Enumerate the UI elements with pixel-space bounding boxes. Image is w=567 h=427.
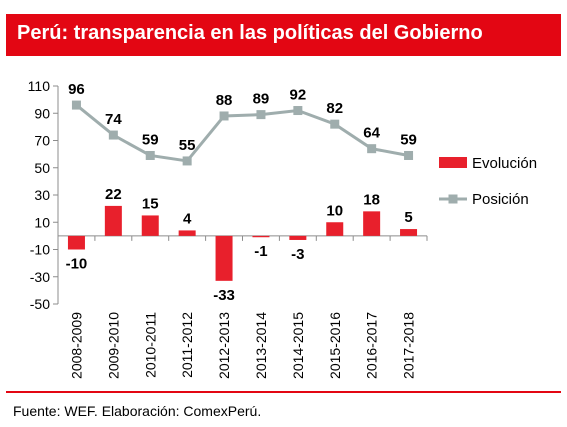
bar-2008-2009 [67,235,85,250]
x-tick-label: 2013-2014 [253,312,269,379]
chart-title: Perú: transparencia en las políticas del… [17,22,483,44]
bar-label: 22 [105,186,122,203]
y-tick-label: -30 [30,269,50,285]
point-label: 55 [179,137,196,154]
x-tick-label: 2009-2010 [105,312,121,379]
point-label: 89 [253,91,270,108]
bar-2012-2013 [215,235,233,281]
x-tick-label: 2010-2011 [142,312,158,378]
chart-frame [6,8,561,392]
source-note: Fuente: WEF. Elaboración: ComexPerú. [13,403,262,419]
bar-2016-2017 [363,211,381,236]
point-2015-2016 [330,119,340,129]
x-tick-label: 2016-2017 [364,312,380,379]
point-2011-2012 [182,156,192,166]
bar-label: -3 [291,246,304,263]
point-label: 64 [363,125,380,142]
bar-label: -10 [66,256,88,273]
point-label: 88 [216,92,233,109]
point-2016-2017 [367,144,377,154]
point-label: 96 [68,81,85,98]
legend-posicion-marker [448,194,458,204]
point-2014-2015 [293,106,303,116]
bar-label: -33 [213,287,235,304]
y-tick-label: 70 [34,133,50,149]
bar-2014-2015 [289,235,307,240]
legend-evolucion-label: Evolución [472,155,537,172]
posicion-line [75,103,409,163]
point-2017-2018 [404,150,414,160]
bar-2009-2010 [104,205,122,236]
bar-label: 15 [142,195,159,212]
point-label: 74 [105,111,122,128]
x-tick-label: 2014-2015 [290,312,306,379]
point-label: 92 [290,87,307,104]
x-tick-label: 2008-2009 [68,312,84,379]
x-tick-label: 2017-2018 [401,312,417,379]
y-tick-label: 30 [34,187,50,203]
y-tick-label: 10 [34,214,50,230]
x-tick-label: 2012-2013 [216,312,232,379]
point-2013-2014 [256,110,266,120]
bar-2013-2014 [252,235,270,238]
point-label: 59 [142,131,159,148]
bar-label: 10 [326,202,343,219]
legend-evolucion-swatch [439,157,467,168]
x-tick-label: 2015-2016 [327,312,343,379]
point-2010-2011 [145,150,155,160]
y-tick-label: 50 [34,160,50,176]
bar-2010-2011 [141,215,159,236]
point-label: 82 [326,100,343,117]
title-banner: Perú: transparencia en las políticas del… [6,14,561,56]
legend-posicion-label: Posición [472,191,529,208]
point-label: 59 [400,131,417,148]
bar-label: -1 [254,243,267,260]
bar-2015-2016 [326,222,344,236]
point-2008-2009 [71,100,81,110]
bar-2017-2018 [400,229,418,236]
y-tick-label: 90 [34,105,50,121]
y-tick-label: 110 [28,78,51,94]
bar-label: 4 [183,210,192,227]
bar-2011-2012 [178,230,196,236]
y-tick-label: -10 [30,242,50,258]
point-2009-2010 [108,130,118,140]
footer-divider [6,391,561,393]
y-tick-label: -50 [30,296,50,312]
point-2012-2013 [219,111,229,121]
bar-label: 18 [363,191,380,208]
x-tick-label: 2011-2012 [179,312,195,378]
bar-label: 5 [404,209,412,226]
